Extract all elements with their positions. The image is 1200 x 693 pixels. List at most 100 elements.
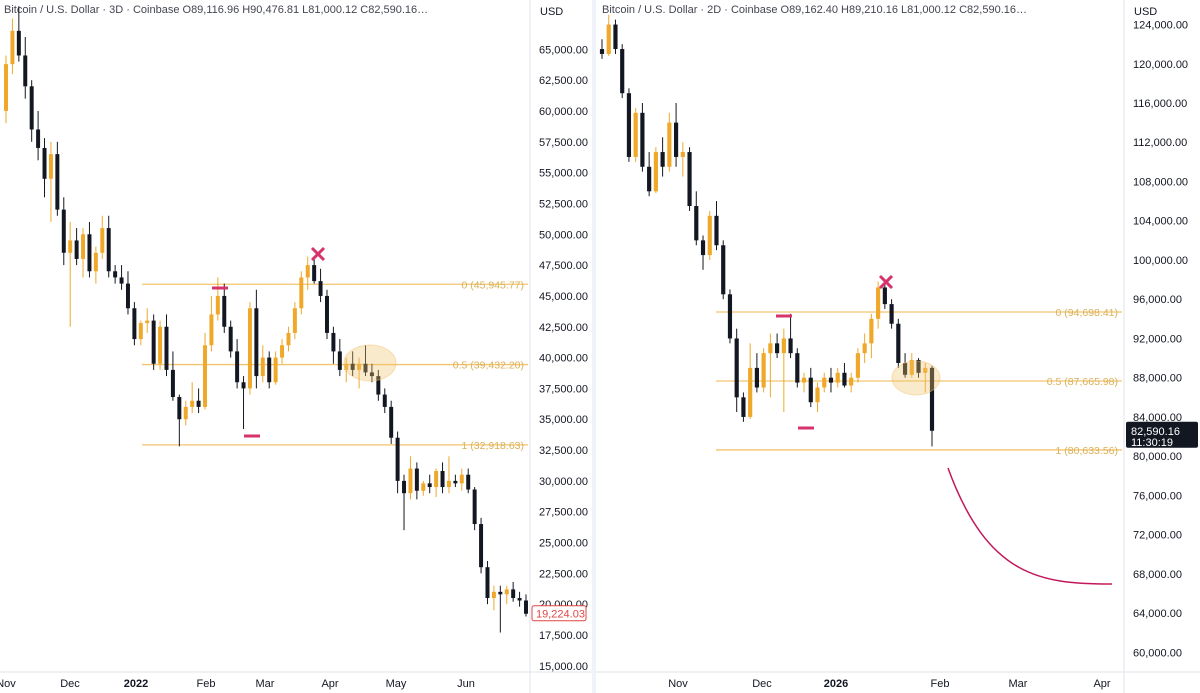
candle-body <box>828 377 834 383</box>
annotation-highlight <box>891 360 941 396</box>
candle-body <box>694 206 699 241</box>
candle-body <box>93 252 98 272</box>
candle-body <box>434 471 439 488</box>
candle-body <box>613 24 618 50</box>
y-tick-label: 22,500.00 <box>539 568 588 580</box>
candle-body <box>74 240 79 259</box>
candle-body <box>524 600 528 614</box>
y-tick-label: 55,000.00 <box>539 168 588 180</box>
candle-body <box>209 314 214 346</box>
x-tick-label: Feb <box>197 678 216 690</box>
candle-body <box>408 468 413 494</box>
y-tick-label: 76,000.00 <box>1133 490 1182 502</box>
candle-body <box>660 152 665 167</box>
candle-body <box>916 360 921 373</box>
annotation-cross <box>878 274 894 290</box>
candle-body <box>16 30 21 56</box>
candle-body <box>305 265 310 278</box>
candle-body <box>132 308 137 340</box>
candle-body <box>849 377 854 386</box>
y-tick-label: 92,000.00 <box>1133 333 1182 345</box>
candle-body <box>923 367 928 373</box>
candle-body <box>324 295 329 333</box>
candle-body <box>164 326 169 370</box>
last-price-box <box>531 605 587 622</box>
x-tick-label: 2026 <box>824 678 848 690</box>
right-chart-panel[interactable]: Bitcoin / U.S. Dollar · 2D · Coinbase O8… <box>596 0 1200 693</box>
y-tick-label: 17,500.00 <box>539 630 588 642</box>
fib-level-label: 1 (32,918.63) <box>462 440 524 452</box>
last-price-box <box>1126 421 1198 448</box>
candle-body <box>190 400 195 407</box>
candle-body <box>626 93 632 157</box>
candle-body <box>254 308 259 377</box>
candle-body <box>485 567 490 599</box>
chart-legend: Bitcoin / U.S. Dollar · 3D · Coinbase O8… <box>4 4 429 16</box>
annotation-highlight <box>343 344 397 382</box>
candle-body <box>453 480 458 484</box>
candle-body <box>498 591 503 595</box>
countdown-label: 11:30:19 <box>1131 437 1173 449</box>
y-tick-label: 88,000.00 <box>1133 373 1182 385</box>
candle-body <box>10 30 15 65</box>
candle-body <box>145 320 150 324</box>
candle-body <box>357 363 362 370</box>
left-price-chart[interactable]: USD15,000.0017,500.0020,000.0022,500.002… <box>0 0 592 693</box>
x-tick-label: Mar <box>1009 678 1028 690</box>
fib-level-label: 0 (45,945.77) <box>462 279 524 291</box>
candle-body <box>382 394 387 407</box>
x-tick-label: Apr <box>321 678 338 690</box>
y-tick-label: 124,000.00 <box>1133 20 1188 32</box>
candle-body <box>36 129 41 148</box>
y-tick-label: 108,000.00 <box>1133 176 1188 188</box>
candle-body <box>902 362 908 375</box>
y-tick-label: 68,000.00 <box>1133 569 1182 581</box>
candle-body <box>363 363 368 373</box>
candle-body <box>440 471 445 488</box>
candle-body <box>395 437 400 481</box>
candle-body <box>653 152 658 192</box>
candle-body <box>23 55 28 87</box>
candle-body <box>835 372 840 383</box>
candle-body <box>869 318 874 344</box>
candle-body <box>504 589 509 595</box>
candle-body <box>687 152 692 207</box>
y-tick-label: 52,500.00 <box>539 198 588 210</box>
candle-body <box>472 489 477 525</box>
candle-body <box>273 357 278 383</box>
candle-body <box>138 323 143 340</box>
candle-body <box>29 86 34 130</box>
candle-body <box>667 122 672 167</box>
candle-body <box>761 353 766 388</box>
candle-body <box>700 240 706 256</box>
y-tick-label: 45,000.00 <box>539 291 588 303</box>
candle-body <box>344 363 349 370</box>
candle-body <box>479 524 484 568</box>
candle-body <box>673 122 679 157</box>
candle-body <box>795 353 800 383</box>
candle-body <box>517 598 522 601</box>
y-tick-label: 116,000.00 <box>1133 98 1187 110</box>
y-tick-label: 15,000.00 <box>539 661 588 673</box>
candle-body <box>369 372 374 377</box>
y-tick-label: 50,000.00 <box>539 229 588 241</box>
candle-body <box>815 387 820 403</box>
right-price-chart[interactable]: USD 60,000.00 64,000.00 68,000.00 72,000.00 7… <box>596 0 1200 693</box>
x-tick-label: 2022 <box>124 678 148 690</box>
candle-body <box>446 480 451 488</box>
candle-body <box>876 287 881 319</box>
x-tick-label: May <box>386 678 407 690</box>
candle-body <box>286 332 291 346</box>
candle-body <box>741 397 746 417</box>
candle-body <box>909 360 914 375</box>
candle-body <box>421 483 426 491</box>
panel-divider[interactable] <box>592 0 596 693</box>
candle-body <box>235 351 240 383</box>
candle-body <box>183 406 188 420</box>
candle-body <box>862 343 867 354</box>
left-chart-panel[interactable]: Bitcoin / U.S. Dollar · 3D · Coinbase O8… <box>0 0 592 693</box>
candle-body <box>158 326 163 364</box>
candle-body <box>55 154 60 210</box>
fib-level-label: 0 (94,698.41) <box>1056 307 1118 319</box>
candle-body <box>466 474 471 490</box>
